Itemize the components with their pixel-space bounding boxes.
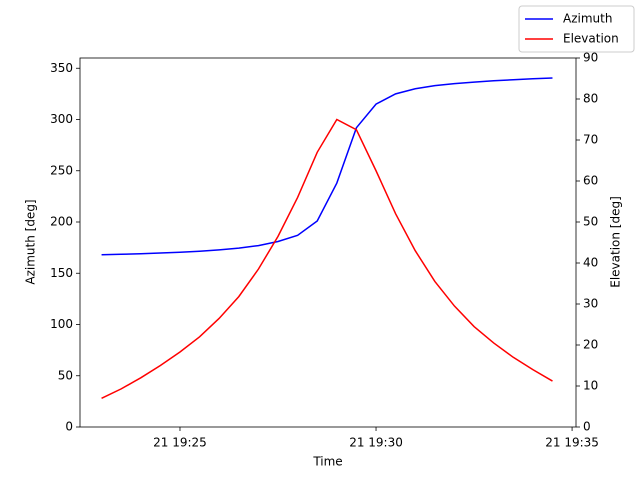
y2-tick-label: 90 bbox=[583, 51, 598, 65]
y2-tick-label: 40 bbox=[583, 256, 598, 270]
y-tick-label: 0 bbox=[65, 420, 73, 434]
y-tick-label: 200 bbox=[50, 215, 73, 229]
line-azimuth bbox=[101, 77, 553, 256]
x-tick-label: 21 19:30 bbox=[349, 436, 403, 450]
y2-tick-label: 10 bbox=[583, 379, 598, 393]
x-tick-label: 21 19:25 bbox=[153, 436, 207, 450]
y2-tick-label: 60 bbox=[583, 174, 598, 188]
legend-label: Elevation bbox=[563, 32, 619, 46]
y2-axis-label: Elevation [deg] bbox=[609, 196, 623, 288]
plot-frame bbox=[79, 57, 577, 428]
y2-tick-label: 50 bbox=[583, 215, 598, 229]
y2-tick-label: 20 bbox=[583, 338, 598, 352]
x-axis-label: Time bbox=[312, 455, 342, 469]
y-tick-label: 300 bbox=[50, 112, 73, 126]
line-elevation bbox=[101, 118, 553, 399]
y-axis-label: Azimuth [deg] bbox=[24, 199, 38, 284]
y2-tick-label: 30 bbox=[583, 297, 598, 311]
y2-tick-label: 70 bbox=[583, 133, 598, 147]
y-tick-label: 100 bbox=[50, 317, 73, 331]
y2-tick-label: 80 bbox=[583, 92, 598, 106]
y-tick-label: 350 bbox=[50, 61, 73, 75]
y-tick-label: 50 bbox=[58, 368, 73, 382]
y-tick-label: 150 bbox=[50, 266, 73, 280]
x-tick-label: 21 19:35 bbox=[545, 436, 599, 450]
y-tick-label: 250 bbox=[50, 163, 73, 177]
legend-label: Azimuth bbox=[563, 12, 612, 26]
legend bbox=[518, 5, 635, 53]
y2-tick-label: 0 bbox=[583, 420, 591, 434]
